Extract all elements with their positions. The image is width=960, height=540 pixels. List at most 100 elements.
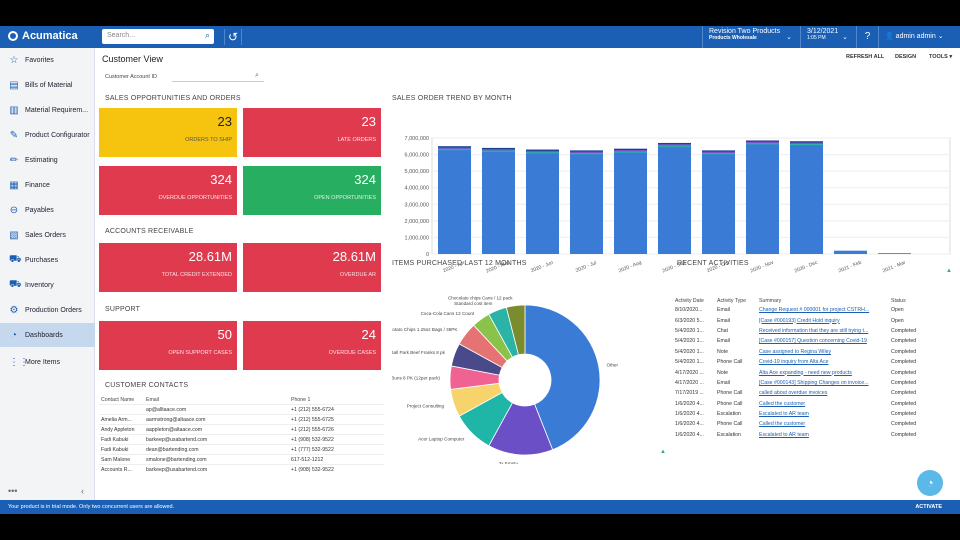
table-row[interactable]: Fadi Kabuki barkeep@usabartend.com +1 (908… [99,434,384,445]
summary-link[interactable]: Called the customer [759,421,806,428]
summary-link[interactable]: Covid-19 inquiry from Alta Ace [759,359,829,366]
bar[interactable] [658,142,691,254]
column-header[interactable]: Activity Date [675,298,704,304]
tile-overdue-cases[interactable]: 24 OVERDUE CASES [243,321,381,370]
sidebar-item-estimating[interactable]: ✏ Estimating [0,148,95,172]
table-row[interactable]: Sam Malone smalone@bartending.com 617-512-… [99,454,384,465]
summary-link[interactable]: Change Request # 000001 for project CSTR… [759,307,870,314]
search-icon[interactable]: ⌕ [204,30,210,40]
bar[interactable] [702,150,735,254]
table-row[interactable]: 1/6/2020 4... Phone Call Called the custom… [673,419,928,429]
summary-link[interactable]: called about overdue invoices [759,390,828,397]
table-row[interactable]: 1/6/2020 4... Phone Call Called the custom… [673,399,928,409]
history-icon[interactable]: ↺ [224,29,242,45]
tile-orders-to-ship[interactable]: 23 ORDERS TO SHIP [99,108,237,157]
bar[interactable] [526,149,559,254]
table-row[interactable]: 1/6/2020 4... Escalation Escalated to AR t… [673,409,928,419]
sidebar-item-dashboards[interactable]: ◔ Dashboards [0,323,95,347]
help-icon[interactable]: ? [856,26,878,48]
summary-link[interactable]: [Case #000157] Question concerning Covid… [759,338,867,345]
sidebar-item-purchases[interactable]: ⛟ Purchases [0,248,95,272]
status-cell: Completed [891,369,917,376]
tile-overdue-opportunities[interactable]: 324 OVERDUE OPPORTUNITIES [99,166,237,215]
more-options-icon[interactable]: ••• [8,486,18,496]
activate-button[interactable]: ACTIVATE [915,504,942,510]
summary-link[interactable]: Alta Ace expanding - need new products [759,369,852,376]
table-row[interactable]: 1/6/2020 4... Escalation Escalated to AR t… [673,430,928,440]
sidebar-item-sales-orders[interactable]: ▧ Sales Orders [0,223,95,247]
status-cell: Completed [891,348,917,355]
user-menu[interactable]: 👤 admin admin ⌄ [878,26,960,48]
sidebar-item-payables[interactable]: ⊖ Payables [0,198,95,222]
column-header[interactable]: Phone 1 [291,397,311,403]
table-row[interactable]: 8/10/2020... Email Change Request # 000001… [673,305,928,315]
table-row[interactable]: Accounts R... barkeep@usabartend.com +1 (9… [99,464,384,475]
lookup-icon[interactable]: ⌕ [255,72,259,79]
activity-type-cell: Phone Call [717,390,743,397]
table-row[interactable]: 6/3/2020 5... Email [Case #000193] Credit … [673,315,928,325]
company-selector[interactable]: Revision Two Products Products Wholesale… [702,26,798,48]
column-header[interactable]: Summary [759,298,782,304]
business-date-selector[interactable]: 3/12/2021 1:05 PM ⌄ [800,26,854,48]
sidebar-item-production-orders[interactable]: ⚙ Production Orders [0,298,95,322]
column-header[interactable]: Activity Type [717,298,747,304]
table-row[interactable]: 7/17/2019 ... Phone Call called about over… [673,388,928,398]
sidebar-item-more-items[interactable]: ⋮⋮ More Items [0,350,95,374]
tile-overdue-ar[interactable]: 28.61M OVERDUE AR [243,243,381,292]
bar[interactable] [790,141,823,254]
chat-assistant-icon[interactable]: ◔ [917,470,943,496]
tile-open-opportunities[interactable]: 324 OPEN OPPORTUNITIES [243,166,381,215]
table-row[interactable]: 5/4/2020 1... Phone Call Covid-19 inquiry … [673,357,928,367]
app-logo[interactable]: Acumatica [8,30,78,42]
design-button[interactable]: DESIGN [895,54,917,60]
bar[interactable] [438,146,471,254]
customer-account-input[interactable] [172,73,264,82]
summary-link[interactable]: Case assigned to Regina Wiley [759,348,832,355]
table-row[interactable]: Fadi Kabuki dean@bartending.com +1 (777) 5… [99,444,384,455]
tile-total-credit-extended[interactable]: 28.61M TOTAL CREDIT EXTENDED [99,243,237,292]
summary-link[interactable]: Received information that they are still… [759,327,869,334]
column-header[interactable]: Contact Name [101,397,135,403]
bar[interactable] [482,147,515,254]
activity-type-cell: Email [717,338,730,345]
tile-open-support-cases[interactable]: 50 OPEN SUPPORT CASES [99,321,237,370]
bar[interactable] [614,148,647,254]
summary-link[interactable]: Escalated to AR team [759,411,809,418]
chart-settings-icon[interactable]: ▲ [946,268,952,274]
sidebar-item-bills-of-material[interactable]: ▤ Bills of Material [0,73,95,97]
table-row[interactable]: 4/17/2020 ... Email [Case #000143] Shippin… [673,378,928,388]
table-row[interactable]: Amelia Arm... aarmstrong@altaace.com +1 (2… [99,414,384,425]
table-row[interactable]: 5/4/2020 1... Note Case assigned to Regina… [673,347,928,357]
sidebar-item-label: Product Configurator [25,131,90,139]
tile-late-orders[interactable]: 23 LATE ORDERS [243,108,381,157]
tools-menu-button[interactable]: TOOLS ▾ [929,54,953,60]
summary-link[interactable]: [Case #000193] Credit Hold inquiry [759,317,840,324]
column-header[interactable]: Status [891,298,906,304]
column-header[interactable]: Email [146,397,159,403]
table-row[interactable]: Andy Appleton aappleton@altaace.com +1 (21… [99,424,384,435]
chart-settings-icon[interactable]: ▲ [660,449,666,455]
sidebar-item-inventory[interactable]: ⛟ Inventory [0,273,95,297]
page-title: Customer View [102,54,163,64]
sidebar-item-finance[interactable]: ▦ Finance [0,173,95,197]
refresh-all-button[interactable]: REFRESH ALL [846,54,885,60]
bar[interactable] [834,250,867,254]
table-row[interactable]: 5/4/2020 1... Chat Received information th… [673,326,928,336]
table-row[interactable]: ap@alltaace.com +1 (212) 555-6724 [99,404,384,415]
pie-slice[interactable] [524,304,601,451]
summary-link[interactable]: [Case #000143] Shipping Changes on invoi… [759,379,869,386]
collapse-sidebar-icon[interactable]: ‹ [81,486,84,496]
sidebar-item-material-requirements[interactable]: ▥ Material Requirem... [0,98,95,122]
table-row[interactable]: 4/17/2020 ... Note Alta Ace expanding - ne… [673,367,928,377]
pie-slice[interactable] [505,304,526,356]
bar[interactable] [878,253,911,254]
sidebar-item-product-configurator[interactable]: ✎ Product Configurator [0,123,95,147]
bar[interactable] [570,150,603,254]
summary-link[interactable]: Escalated to AR team [759,431,809,438]
search-input[interactable]: Search... ⌕ [102,29,214,44]
bar[interactable] [746,140,779,254]
sidebar-item-favorites[interactable]: ☆ Favorites [0,48,95,72]
summary-link[interactable]: Called the customer [759,400,806,407]
table-row[interactable]: 5/4/2020 1... Email [Case #000157] Questio… [673,336,928,346]
pie-slice-label: Chocolate chips Cans / 12 pack [448,296,513,301]
